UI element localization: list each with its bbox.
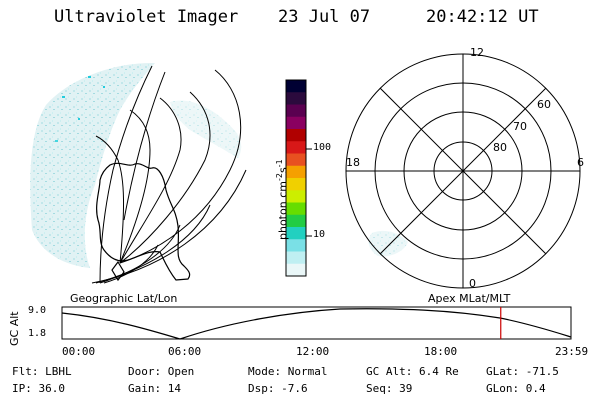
mlat-label-70: 70 — [513, 120, 527, 133]
geographic-caption: Geographic Lat/Lon — [70, 292, 178, 305]
colorbar-tick-label-100: 100 — [313, 142, 332, 153]
colorbar-cell — [286, 141, 306, 154]
altitude-curve — [61, 308, 572, 340]
glat-label: GLat: — [486, 365, 520, 378]
mlt-label-12: 12 — [470, 46, 484, 59]
altitude-frame — [61, 306, 572, 340]
ip-value: 36.0 — [38, 382, 66, 395]
mlat-label-60: 60 — [537, 98, 551, 111]
colorbar-cell — [286, 165, 306, 179]
colorbar-cell — [286, 116, 306, 130]
info-gain: Gain: 14 — [128, 383, 181, 394]
gcalt-value: 6.4 Re — [418, 365, 459, 378]
altitude-tick-high: 9.0 — [28, 305, 47, 316]
dsp-value: -7.6 — [281, 382, 308, 395]
altitude-tick-low: 1.8 — [28, 328, 47, 339]
time-tick-1200: 12:00 — [296, 345, 330, 358]
polar-emission — [368, 230, 408, 257]
instrument-title: Ultraviolet Imager — [54, 7, 239, 27]
colorbar-cell — [286, 190, 306, 203]
time-tick-2359: 23:59 — [555, 345, 589, 358]
colorbar-cell — [286, 178, 306, 191]
polar-diagonal-2 — [379, 87, 547, 255]
mode-label: Mode: — [248, 365, 282, 378]
glon-label: GLon: — [486, 382, 520, 395]
info-seq: Seq: 39 — [366, 383, 412, 394]
colorbar-cell — [286, 104, 306, 118]
observation-date: 23 Jul 07 — [278, 7, 371, 27]
ip-label: IP: — [12, 382, 32, 395]
colorbar-cell — [286, 227, 306, 240]
colorbar-cell — [286, 263, 306, 277]
info-mode: Mode: Normal — [248, 366, 328, 377]
gcalt-label: GC Alt: — [366, 365, 413, 378]
dsp-label: Dsp: — [248, 382, 275, 395]
gain-value: 14 — [167, 382, 181, 395]
time-tick-0000: 00:00 — [62, 345, 96, 358]
glat-value: -71.5 — [525, 365, 559, 378]
observation-time: 20:42:12 UT — [426, 7, 539, 27]
auroral-emission — [30, 62, 242, 269]
colorbar-cells — [286, 80, 306, 277]
time-tick-1800: 18:00 — [424, 345, 458, 358]
colorbar-frame — [285, 79, 307, 277]
door-label: Door: — [128, 365, 162, 378]
colorbar-cell — [286, 129, 306, 142]
colorbar-cell — [286, 92, 306, 105]
info-glat: GLat: -71.5 — [486, 366, 559, 377]
info-flt: Flt: LBHL — [12, 366, 72, 377]
flt-value: LBHL — [45, 365, 72, 378]
apex-caption: Apex MLat/MLT — [428, 292, 511, 305]
time-tick-0600: 06:00 — [168, 345, 202, 358]
colorbar-tick-label-10: 10 — [313, 229, 326, 240]
info-door: Door: Open — [128, 366, 194, 377]
colorbar-cell — [286, 153, 306, 167]
glon-value: 0.4 — [525, 382, 546, 395]
door-value: Open — [167, 365, 195, 378]
gain-label: Gain: — [128, 382, 162, 395]
mlat-label-80: 80 — [493, 141, 507, 154]
coastline — [96, 162, 191, 282]
colorbar-cell — [286, 80, 306, 93]
flt-label: Flt: — [12, 365, 39, 378]
colorbar-cell — [286, 251, 306, 265]
info-ip: IP: 36.0 — [12, 383, 65, 394]
info-gcalt: GC Alt: 6.4 Re — [366, 366, 459, 377]
info-dsp: Dsp: -7.6 — [248, 383, 308, 394]
mlt-label-18: 18 — [346, 156, 360, 169]
info-glon: GLon: 0.4 — [486, 383, 546, 394]
seq-value: 39 — [399, 382, 413, 395]
mlt-label-6: 6 — [577, 156, 584, 169]
mlt-label-0: 0 — [469, 277, 476, 290]
mode-value: Normal — [287, 365, 328, 378]
seq-label: Seq: — [366, 382, 393, 395]
colorbar-cell — [286, 214, 306, 228]
colorbar-cell — [286, 239, 306, 252]
colorbar-cell — [286, 202, 306, 216]
